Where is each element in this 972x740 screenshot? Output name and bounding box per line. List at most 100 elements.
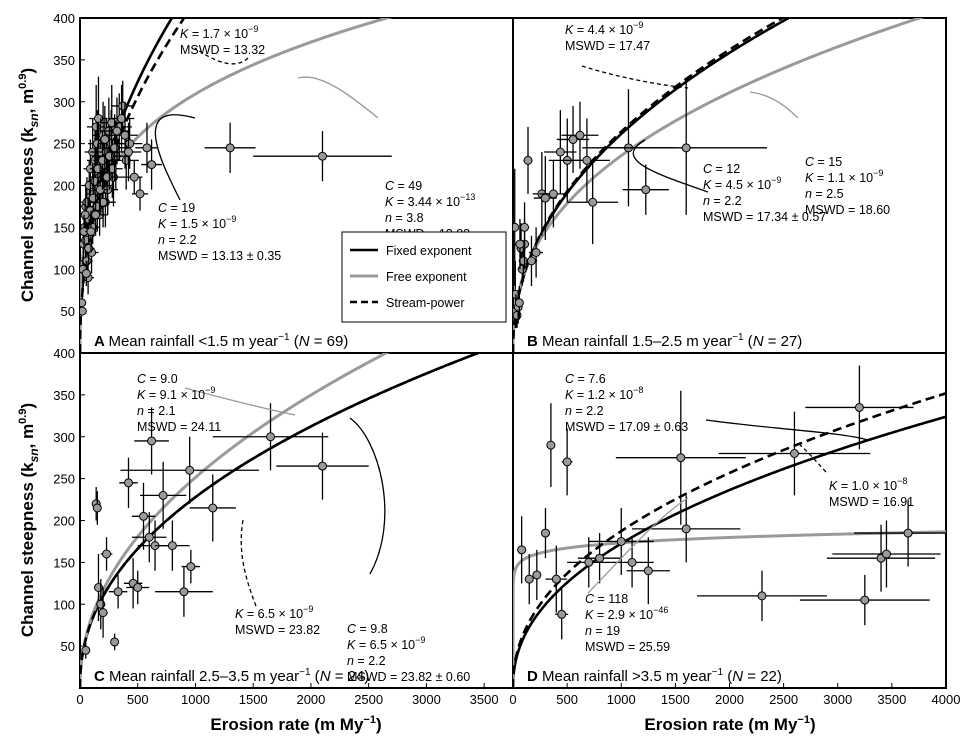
point-marker xyxy=(676,453,686,463)
panels: 50 100 150 200 250 300 350 400 C = 19 K = 1.5 × 1… xyxy=(53,11,961,707)
point-marker xyxy=(523,155,533,165)
leader-line xyxy=(749,91,799,119)
legend-item: Stream-power xyxy=(386,296,465,310)
data-point xyxy=(515,219,525,270)
point-marker xyxy=(520,222,530,232)
point-marker xyxy=(641,185,651,195)
data-point xyxy=(832,520,941,588)
fit-label-line: C = 19 xyxy=(158,201,195,215)
panel-C: 50 100 150 200 250 300 350 400 0 500 1000 1500 2000 2… xyxy=(53,346,514,707)
leader-line xyxy=(705,419,869,441)
point-marker xyxy=(147,160,157,170)
fit-label-line: MSWD = 23.82 xyxy=(235,623,320,637)
point-marker xyxy=(266,432,276,442)
x-tick-label: 500 xyxy=(127,692,149,707)
data-point xyxy=(92,164,109,215)
point-marker xyxy=(526,256,536,266)
fit-label-line: C = 12 xyxy=(703,162,740,176)
exponent: −9 xyxy=(205,385,215,395)
data-point xyxy=(80,306,87,316)
point-marker xyxy=(540,528,550,538)
data-point xyxy=(108,574,128,609)
point-marker xyxy=(562,457,572,467)
x-tick-label: 500 xyxy=(556,692,578,707)
point-marker xyxy=(129,172,139,182)
data-point xyxy=(155,520,190,571)
leader-line xyxy=(632,139,709,193)
point-marker xyxy=(540,193,550,203)
data-point xyxy=(525,235,538,286)
data-point xyxy=(131,482,156,550)
data-point xyxy=(561,101,599,169)
fit-label: C = 19 K = 1.5 × 10−9 n = 2.2 MSWD = 13.13… xyxy=(158,201,281,263)
point-marker xyxy=(789,449,799,458)
exponent: −9 xyxy=(873,168,883,178)
data-point xyxy=(131,177,149,211)
data-point xyxy=(622,164,669,215)
fit-label-line: MSWD = 16.91 xyxy=(829,495,914,509)
fit-label-line: C = 15 xyxy=(805,155,842,169)
point-marker xyxy=(123,478,133,488)
point-marker xyxy=(681,143,691,153)
point-marker xyxy=(102,549,112,559)
point-marker xyxy=(147,436,157,446)
y-tick-label: 150 xyxy=(53,555,75,570)
point-marker xyxy=(167,541,177,551)
fit-label: K = 1.7 × 10−9 MSWD = 13.32 xyxy=(180,24,265,57)
point-marker xyxy=(91,210,101,220)
fit-label-line: MSWD = 13.13 ± 0.35 xyxy=(158,249,281,263)
x-tick-label: 2000 xyxy=(715,692,744,707)
data-point xyxy=(253,131,392,182)
fit-label-line: K = 6.5 × 10−9 xyxy=(347,635,426,652)
leader-line xyxy=(799,444,827,473)
data-point xyxy=(80,198,90,232)
exponent: −13 xyxy=(460,192,475,202)
point-marker xyxy=(80,306,87,316)
data-point xyxy=(100,537,113,571)
exponent: −8 xyxy=(633,385,643,395)
data-point xyxy=(141,139,162,190)
point-marker xyxy=(548,189,558,199)
panel-letter: C xyxy=(94,668,109,685)
data-point xyxy=(799,574,930,626)
point-marker xyxy=(80,210,90,220)
fit-label-line: MSWD = 17.34 ± 0.57 xyxy=(703,210,826,224)
fit-label: K = 6.5 × 10−9 MSWD = 23.82 xyxy=(235,604,320,637)
point-marker xyxy=(616,536,626,546)
panel-B: K = 4.4 × 10−9 MSWD = 17.47 C = 15 K = 1.1… xyxy=(512,17,947,354)
point-marker xyxy=(110,637,120,647)
leader-line xyxy=(240,519,257,607)
leader-line xyxy=(349,417,386,575)
x-tick-label: 2500 xyxy=(769,692,798,707)
data-point xyxy=(523,126,533,194)
data-point xyxy=(555,589,569,640)
x-tick-label: 2000 xyxy=(296,692,325,707)
data-point xyxy=(123,558,143,609)
y-axis-label: Channel steepness (ksn, m0.9) xyxy=(17,403,41,637)
point-marker xyxy=(123,147,133,157)
data-point xyxy=(189,474,236,542)
fit-label: C = 7.6 K = 1.2 × 10−8 n = 2.2 MSWD = 17.0… xyxy=(565,372,688,434)
fit-label-line: n = 2.5 xyxy=(805,187,844,201)
data-point xyxy=(805,365,914,450)
data-point xyxy=(212,403,329,471)
curve-stream xyxy=(80,353,482,688)
fit-label-line: K = 4.4 × 10−9 xyxy=(565,20,644,37)
x-tick-label: 1000 xyxy=(181,692,210,707)
x-tick-label: 1500 xyxy=(239,692,268,707)
exponent: −9 xyxy=(771,175,781,185)
data-point xyxy=(546,403,556,487)
data-point xyxy=(80,214,89,249)
leader-line xyxy=(154,114,196,201)
fit-label-line: n = 3.8 xyxy=(385,211,424,225)
y-tick-label: 400 xyxy=(53,346,75,361)
fit-label: C = 15 K = 1.1 × 10−9 n = 2.5 MSWD = 18.60 xyxy=(805,155,890,217)
exponent: −9 xyxy=(226,214,236,224)
x-tick-label: 0 xyxy=(76,692,83,707)
point-marker xyxy=(142,143,152,153)
data-point xyxy=(135,122,159,173)
fit-label: C = 9.0 K = 9.1 × 10−9 n = 2.1 MSWD = 24.1… xyxy=(137,372,221,434)
fit-label-line: K = 1.2 × 10−8 xyxy=(565,385,644,402)
x-tick-label: 4000 xyxy=(932,692,961,707)
point-marker xyxy=(144,532,154,542)
